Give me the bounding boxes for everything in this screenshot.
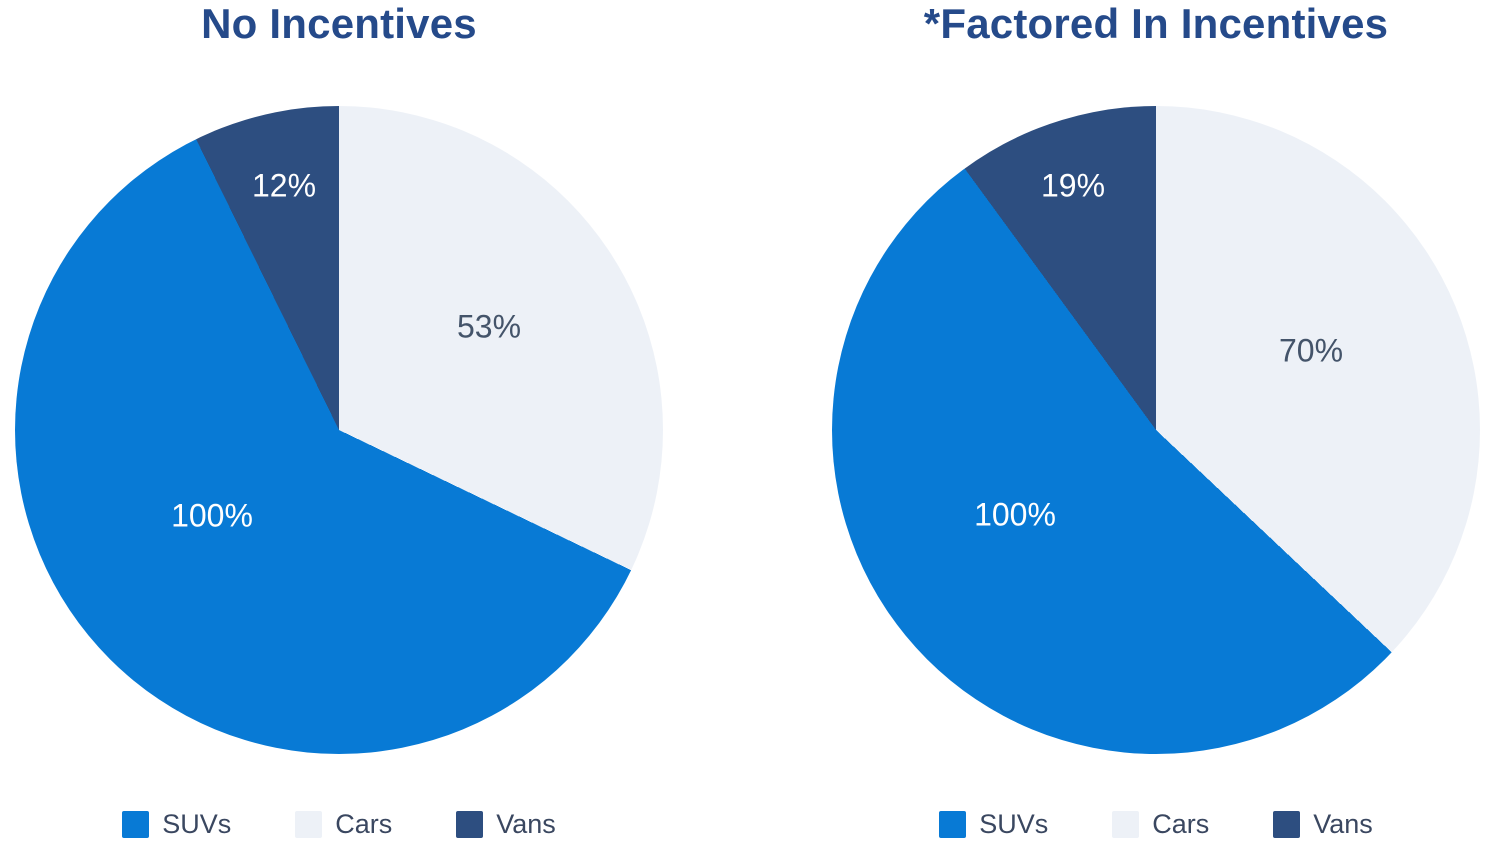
slice-label-vans: 19% [1040,167,1106,204]
cars-swatch-icon [295,810,323,838]
legend-label-cars: Cars [1152,809,1210,839]
slice-label-cars: 53% [456,308,522,345]
legend-label-suvs: SUVs [979,809,1049,839]
suvs-swatch-icon [122,810,150,838]
legend-item-suvs: SUVs [939,809,1048,839]
chart-title-no-incentives: No Incentives [201,0,477,47]
chart-no-incentives: No Incentives 53% 100% 12% SUVs Cars Van… [15,0,663,842]
pie-factored-in-incentives: 70% 100% 19% [832,106,1480,754]
chart-title-factored-in-incentives: *Factored In Incentives [923,0,1389,47]
legend-label-vans: Vans [1313,809,1373,839]
cars-swatch-icon [1112,810,1140,838]
vans-swatch-icon [456,810,484,838]
legend-item-cars: Cars [295,809,392,839]
chart-factored-in-incentives: *Factored In Incentives 70% 100% 19% SUV… [832,0,1480,842]
slice-label-vans: 12% [251,167,317,204]
slice-label-cars: 70% [1278,332,1344,369]
legend-item-vans: Vans [456,809,556,839]
legend-label-cars: Cars [335,809,393,839]
suvs-swatch-icon [939,810,967,838]
slice-label-suvs: 100% [171,497,253,534]
legend-no-incentives: SUVs Cars Vans [15,809,663,839]
slice-label-suvs: 100% [974,496,1056,533]
legend-label-vans: Vans [496,809,556,839]
pie-no-incentives: 53% 100% 12% [15,106,663,754]
legend-item-cars: Cars [1112,809,1209,839]
legend-factored-in-incentives: SUVs Cars Vans [832,809,1480,839]
vans-swatch-icon [1273,810,1301,838]
legend-item-vans: Vans [1273,809,1373,839]
legend-label-suvs: SUVs [162,809,232,839]
legend-item-suvs: SUVs [122,809,231,839]
